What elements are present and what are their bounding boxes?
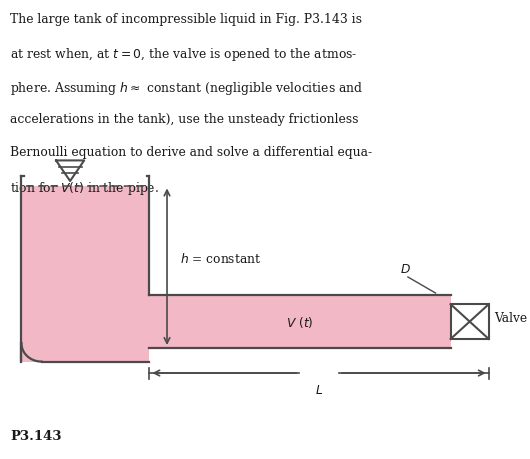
Text: P3.143: P3.143 <box>11 429 62 442</box>
Text: phere. Assuming $h \approx$ constant (negligible velocities and: phere. Assuming $h \approx$ constant (ne… <box>11 79 364 96</box>
Bar <box>149 296 450 348</box>
Text: The large tank of incompressible liquid in Fig. P3.143 is: The large tank of incompressible liquid … <box>11 13 363 26</box>
Text: $V$ $(t)$: $V$ $(t)$ <box>286 314 314 330</box>
Text: at rest when, at $t = 0$, the valve is opened to the atmos-: at rest when, at $t = 0$, the valve is o… <box>11 46 358 63</box>
Text: Bernoulli equation to derive and solve a differential equa-: Bernoulli equation to derive and solve a… <box>11 146 373 159</box>
Text: $D$: $D$ <box>400 262 411 275</box>
Bar <box>450 305 489 339</box>
Bar <box>21 186 149 362</box>
Text: $L$: $L$ <box>315 383 323 396</box>
Text: Valve: Valve <box>494 311 527 324</box>
Text: tion for $V(t)$ in the pipe.: tion for $V(t)$ in the pipe. <box>11 179 160 196</box>
Text: $h$ = constant: $h$ = constant <box>180 251 261 265</box>
Text: accelerations in the tank), use the unsteady frictionless: accelerations in the tank), use the unst… <box>11 113 359 126</box>
